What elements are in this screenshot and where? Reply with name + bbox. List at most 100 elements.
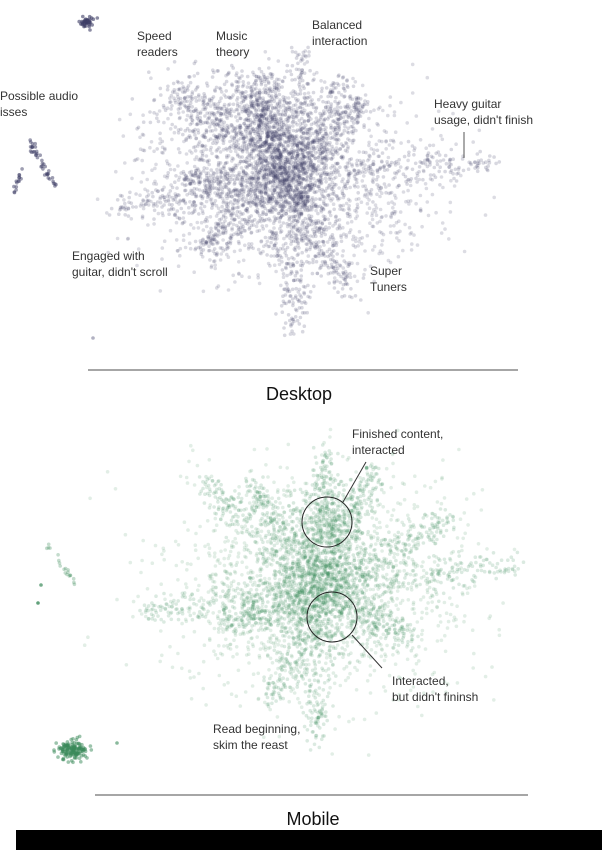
point <box>379 231 384 235</box>
point <box>308 247 312 252</box>
point <box>291 231 296 235</box>
point <box>329 198 333 203</box>
point <box>214 85 219 90</box>
point <box>255 91 260 95</box>
point <box>226 153 231 158</box>
point <box>360 83 365 88</box>
point <box>288 203 293 207</box>
point <box>184 152 189 156</box>
point <box>264 158 268 163</box>
point <box>391 206 395 210</box>
point <box>292 204 296 208</box>
point <box>211 68 215 72</box>
point <box>333 99 337 104</box>
point <box>342 208 346 212</box>
point <box>272 80 277 84</box>
point <box>282 638 287 643</box>
point <box>201 228 206 232</box>
point <box>352 109 357 114</box>
point <box>210 151 214 156</box>
point <box>314 208 318 213</box>
point <box>12 184 16 189</box>
point <box>338 226 342 231</box>
point <box>217 135 221 140</box>
point <box>218 209 222 214</box>
point <box>301 152 306 157</box>
point <box>12 190 17 194</box>
point <box>151 194 155 199</box>
point <box>252 196 257 201</box>
point <box>174 220 179 225</box>
point <box>277 120 281 124</box>
point <box>214 224 218 229</box>
point <box>300 250 305 255</box>
point <box>223 161 228 166</box>
point <box>279 161 283 165</box>
point <box>233 149 238 154</box>
point <box>244 219 248 224</box>
point <box>148 145 152 150</box>
point <box>199 194 203 199</box>
point <box>280 125 285 130</box>
point <box>195 121 200 126</box>
point <box>212 133 216 138</box>
point <box>280 208 284 213</box>
point <box>226 209 231 214</box>
point <box>249 110 254 115</box>
point <box>298 88 303 92</box>
point <box>148 110 152 114</box>
point <box>170 195 175 200</box>
point <box>355 279 360 284</box>
point <box>302 86 306 90</box>
point <box>318 225 322 230</box>
point <box>279 151 283 156</box>
point <box>307 204 312 209</box>
point <box>162 105 166 110</box>
point <box>302 190 306 195</box>
point <box>289 106 294 111</box>
point <box>279 304 284 308</box>
point <box>375 182 380 187</box>
point <box>337 223 342 227</box>
point <box>237 113 241 117</box>
point <box>226 288 231 292</box>
point <box>286 177 291 182</box>
point <box>323 176 328 181</box>
point <box>246 193 250 198</box>
point <box>218 86 222 90</box>
point <box>392 140 396 144</box>
point <box>311 227 315 232</box>
point <box>165 173 170 178</box>
point <box>377 154 382 159</box>
point <box>344 168 349 172</box>
point <box>303 203 308 207</box>
point <box>299 185 304 189</box>
point <box>422 169 426 174</box>
point <box>308 187 313 192</box>
point <box>245 146 249 151</box>
point <box>166 199 171 203</box>
point <box>344 186 349 191</box>
point <box>239 193 244 197</box>
point <box>258 156 263 160</box>
point <box>299 135 303 140</box>
point <box>266 148 271 153</box>
point <box>227 188 232 192</box>
point <box>368 165 373 170</box>
point <box>381 175 386 179</box>
point <box>206 236 211 241</box>
point <box>272 178 276 182</box>
point <box>346 145 350 149</box>
point <box>248 204 253 208</box>
point <box>325 158 329 162</box>
point <box>201 289 206 294</box>
point <box>341 454 345 459</box>
point <box>53 182 57 186</box>
point <box>291 151 296 155</box>
point <box>244 565 249 570</box>
point <box>329 170 334 175</box>
point <box>176 107 181 111</box>
point <box>224 208 228 213</box>
point <box>279 255 284 260</box>
point <box>278 137 282 141</box>
